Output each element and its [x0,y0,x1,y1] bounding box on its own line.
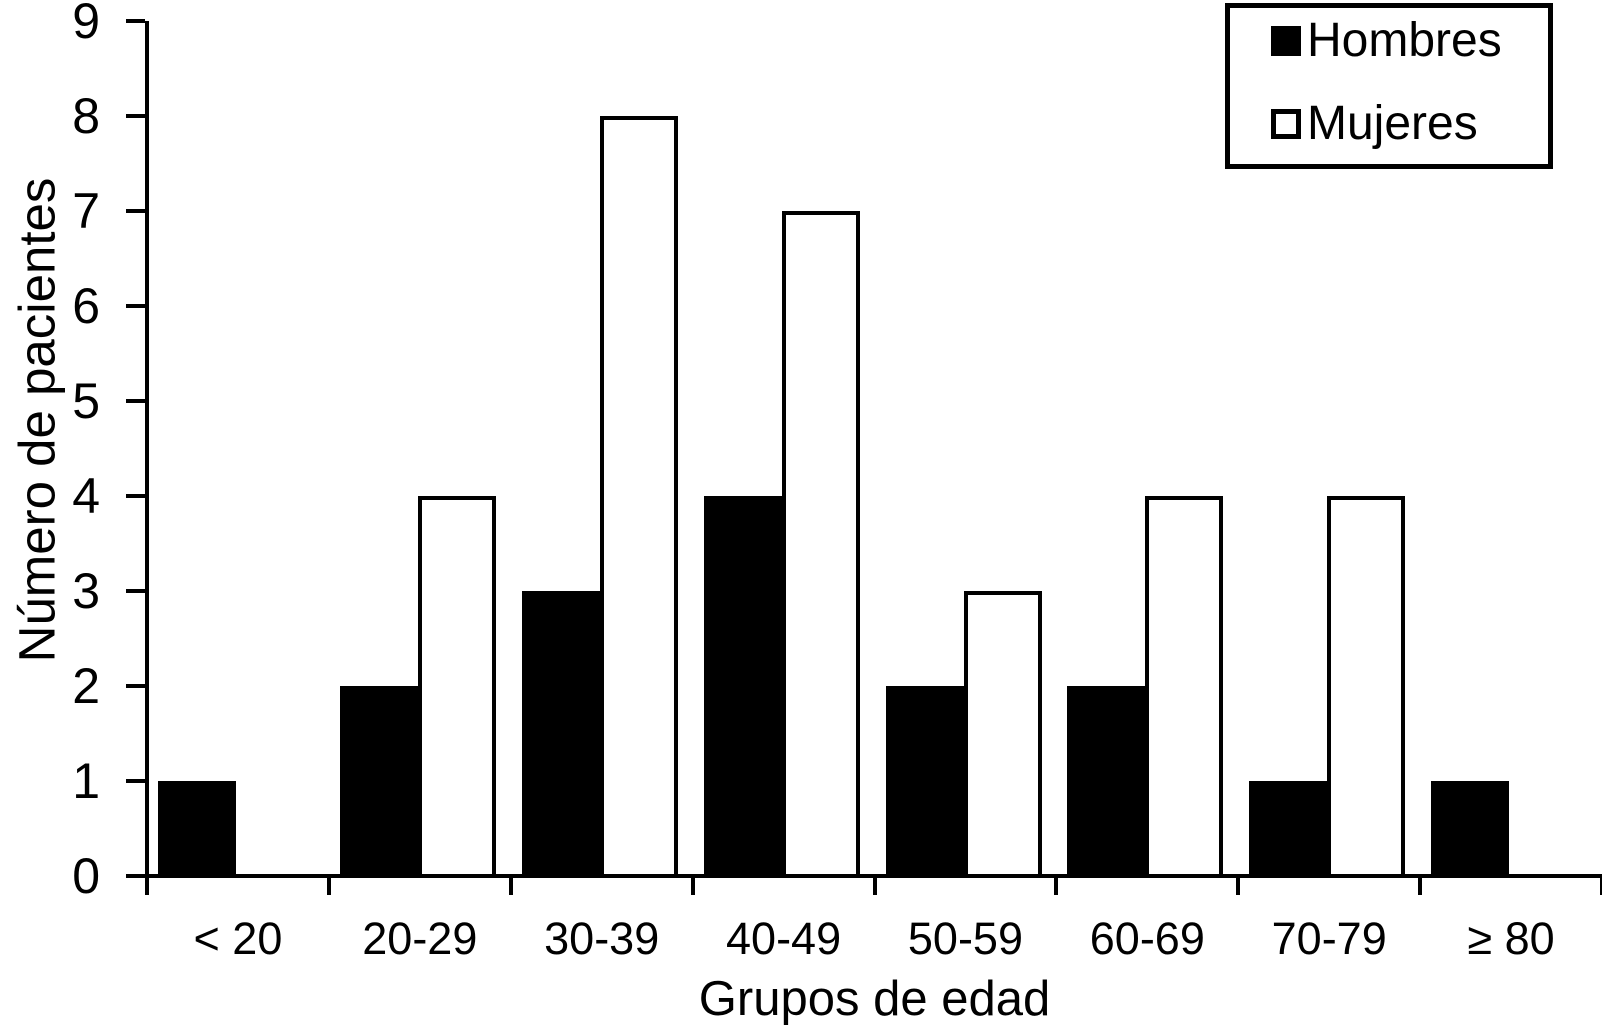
x-category-label: 60-69 [1089,913,1205,964]
y-tick [126,779,145,783]
x-category-label: 70-79 [1271,913,1387,964]
x-tick [690,878,695,895]
bar-mujeres-6 [1327,496,1406,878]
y-tick [126,399,145,403]
x-axis-line [126,874,1602,878]
bar-hombres-0 [158,781,236,878]
y-tick-label: 8 [72,88,100,144]
bar-hombres-4 [885,686,964,878]
y-tick-label: 7 [72,183,100,239]
y-tick-label: 3 [72,563,100,619]
y-tick [126,589,145,593]
plot-area: 0 1 2 3 4 5 6 7 8 9 [72,0,1602,901]
bar-hombres-6 [1249,781,1328,878]
legend-swatch-hombres-icon [1271,26,1301,56]
x-axis-category-labels: < 20 20-29 30-39 40-49 50-59 60-69 70-79 ≥ 80 [147,914,1602,964]
y-tick-label: 5 [72,373,100,429]
x-category-label: 50-59 [907,913,1023,964]
x-tick [1600,878,1602,895]
y-tick [126,684,145,688]
bar-hombres-5 [1067,686,1146,878]
legend-item-mujeres: Mujeres [1271,100,1540,148]
x-tick [872,878,877,895]
x-tick [326,878,331,895]
bar-mujeres-2 [599,116,678,878]
y-tick [126,114,145,118]
x-tick [1418,878,1423,895]
y-axis-line [145,21,149,878]
y-tick [126,494,145,498]
x-axis-title: Grupos de edad [698,972,1051,1026]
legend-label: Hombres [1307,14,1502,67]
bar-mujeres-5 [1145,496,1224,878]
bar-hombres-3 [703,496,782,878]
y-tick-label: 4 [72,468,100,524]
legend-swatch-mujeres-icon [1271,109,1301,139]
x-category-label: 30-39 [544,913,660,964]
y-tick [126,874,145,878]
y-tick [126,304,145,308]
y-tick [126,209,145,213]
bar-mujeres-4 [963,591,1042,878]
x-category-label: < 20 [193,913,283,964]
x-tick [145,878,149,895]
y-tick [126,19,145,23]
y-tick-label: 0 [72,848,100,904]
bar-hombres-2 [521,591,600,878]
legend-item-hombres: Hombres [1271,17,1540,65]
x-tick [1236,878,1241,895]
y-tick-label: 2 [72,658,100,714]
bar-mujeres-3 [781,211,860,878]
legend: Hombres Mujeres [1225,3,1553,169]
y-tick-label: 6 [72,278,100,334]
legend-label: Mujeres [1307,97,1478,150]
y-tick-label: 1 [72,753,100,809]
y-tick-label: 9 [72,0,100,49]
x-tick [508,878,513,895]
x-category-label: 20-29 [362,913,478,964]
x-category-label: ≥ 80 [1467,913,1555,964]
bar-hombres-1 [339,686,418,878]
bar-hombres-7 [1431,781,1510,878]
bar-mujeres-1 [417,496,496,878]
x-category-label: 40-49 [726,913,842,964]
x-tick [1054,878,1059,895]
